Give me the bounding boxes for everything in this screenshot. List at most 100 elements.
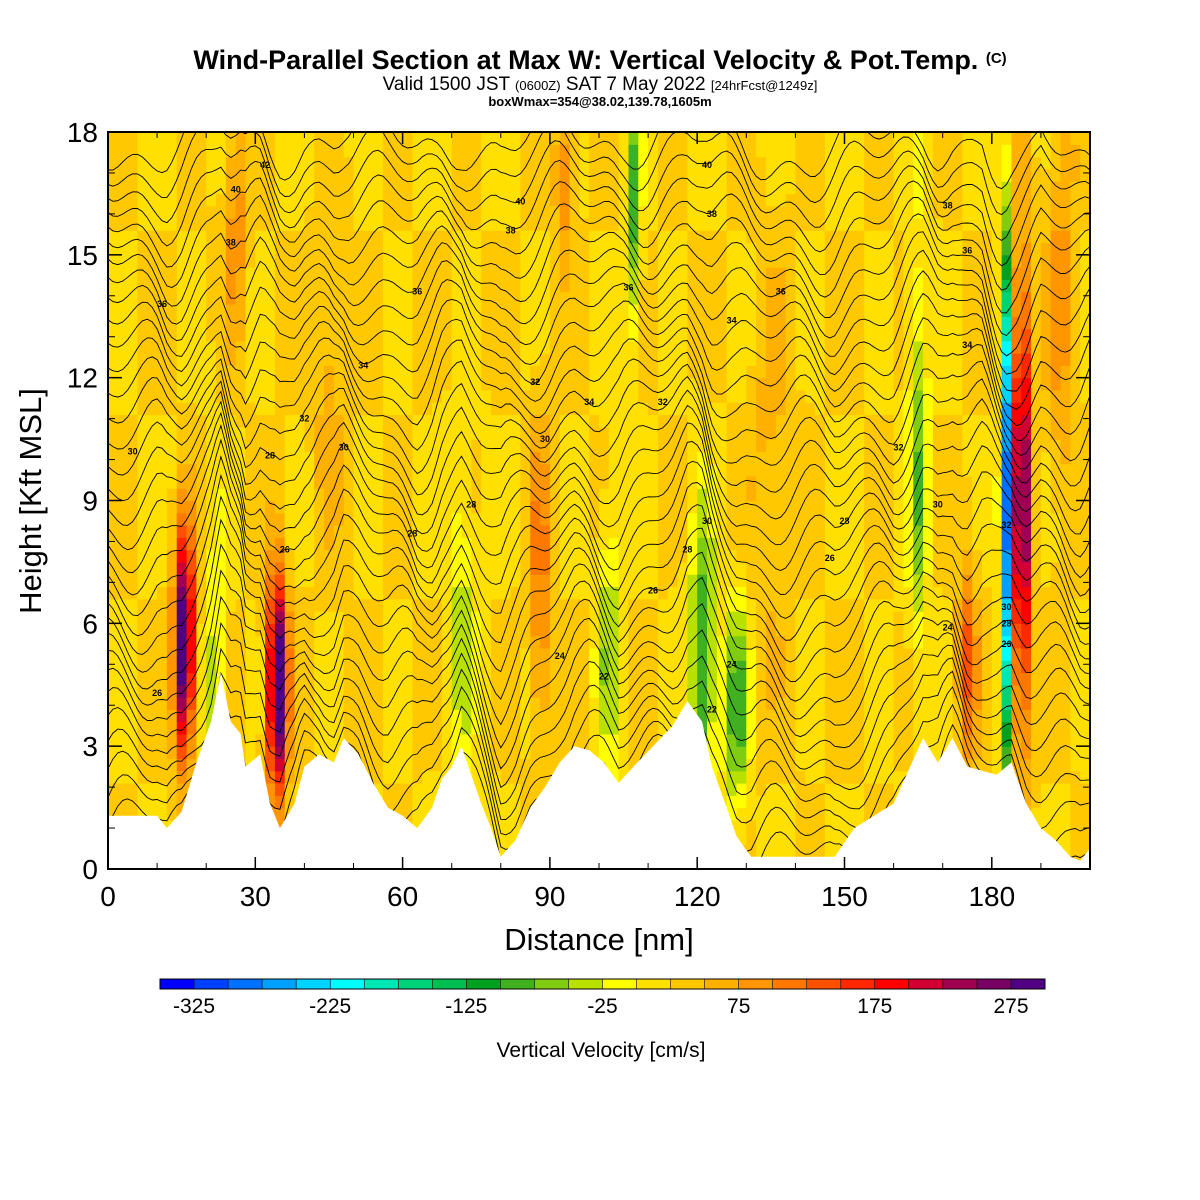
velocity-cell (392, 168, 404, 182)
velocity-cell (402, 328, 414, 342)
velocity-cell (402, 377, 414, 391)
velocity-cell (540, 660, 551, 674)
velocity-cell (363, 721, 374, 735)
velocity-cell (667, 598, 679, 612)
velocity-cell (599, 598, 610, 612)
velocity-cell (893, 684, 905, 698)
velocity-cell (324, 463, 335, 477)
velocity-cell (481, 672, 492, 686)
velocity-cell (137, 267, 148, 280)
velocity-cell (559, 242, 571, 256)
velocity-cell (481, 660, 492, 674)
velocity-cell (805, 512, 816, 526)
velocity-cell (471, 144, 482, 158)
velocity-cell (137, 574, 148, 588)
velocity-cell (108, 475, 119, 489)
velocity-cell (206, 205, 217, 219)
velocity-cell (137, 353, 148, 366)
velocity-cell (274, 819, 286, 833)
velocity-cell (834, 500, 846, 514)
velocity-cell (903, 181, 914, 195)
velocity-cell (451, 132, 463, 145)
velocity-cell (490, 193, 502, 207)
velocity-cell (549, 402, 561, 416)
velocity-cell (824, 574, 836, 588)
velocity-cell (520, 746, 531, 760)
velocity-cell (382, 684, 394, 698)
velocity-cell (343, 328, 355, 342)
velocity-cell (618, 647, 630, 661)
velocity-cell (117, 795, 129, 809)
velocity-cell (854, 574, 865, 588)
velocity-cell (903, 623, 914, 637)
velocity-cell (697, 451, 708, 465)
velocity-cell (314, 684, 325, 698)
velocity-cell (500, 586, 512, 600)
velocity-cell (628, 242, 639, 256)
velocity-cell (677, 132, 688, 145)
velocity-cell (304, 217, 315, 231)
velocity-cell (274, 217, 286, 231)
velocity-cell (353, 156, 364, 170)
velocity-cell (373, 574, 384, 588)
velocity-cell (471, 316, 482, 330)
velocity-cell (432, 451, 443, 465)
velocity-cell (510, 414, 522, 428)
velocity-cell (795, 353, 806, 366)
velocity-cell (481, 488, 492, 502)
velocity-cell (422, 475, 433, 489)
velocity-cell (834, 402, 846, 416)
velocity-cell (589, 426, 600, 440)
velocity-cell (451, 721, 463, 735)
velocity-cell (736, 672, 747, 686)
velocity-cell (775, 242, 787, 256)
velocity-cell (520, 205, 531, 219)
velocity-cell (599, 156, 610, 170)
velocity-cell (815, 525, 826, 538)
velocity-cell (176, 525, 188, 538)
velocity-cell (294, 500, 305, 514)
velocity-cell (599, 254, 610, 268)
velocity-cell (608, 414, 620, 428)
velocity-cell (667, 512, 679, 526)
velocity-cell (422, 807, 433, 821)
velocity-cell (255, 574, 266, 588)
velocity-cell (864, 181, 875, 195)
velocity-cell (657, 156, 669, 170)
velocity-cell (510, 267, 522, 280)
velocity-cell (333, 488, 345, 502)
velocity-cell (844, 377, 855, 391)
velocity-cell (785, 205, 796, 219)
velocity-cell (382, 230, 394, 244)
velocity-cell (785, 365, 796, 379)
velocity-cell (471, 598, 482, 612)
velocity-cell (569, 475, 580, 489)
velocity-cell (510, 832, 522, 846)
velocity-cell (127, 230, 139, 244)
velocity-cell (186, 660, 197, 674)
velocity-cell (490, 426, 502, 440)
velocity-cell (127, 635, 139, 649)
velocity-cell (451, 279, 463, 293)
velocity-cell (844, 475, 855, 489)
velocity-cell (363, 303, 374, 317)
velocity-cell (608, 267, 620, 280)
velocity-cell (677, 414, 688, 428)
velocity-cell (608, 721, 620, 735)
velocity-cell (117, 426, 129, 440)
velocity-cell (382, 721, 394, 735)
velocity-cell (481, 758, 492, 772)
velocity-cell (873, 733, 885, 747)
velocity-cell (274, 795, 286, 809)
velocity-cell (166, 586, 178, 600)
velocity-cell (608, 389, 620, 403)
velocity-cell (579, 328, 590, 342)
velocity-cell (765, 463, 777, 477)
velocity-cell (628, 439, 639, 452)
velocity-cell (520, 156, 531, 170)
velocity-cell (481, 144, 492, 158)
velocity-cell (834, 451, 846, 465)
velocity-cell (363, 414, 374, 428)
velocity-cell (176, 598, 188, 612)
velocity-cell (235, 205, 247, 219)
